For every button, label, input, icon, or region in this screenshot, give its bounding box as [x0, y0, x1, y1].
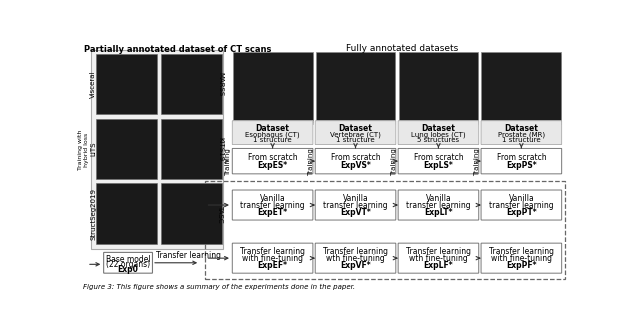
Text: Transfer learning: Transfer learning — [323, 247, 388, 256]
Text: Vanilla: Vanilla — [260, 193, 285, 203]
FancyBboxPatch shape — [398, 190, 479, 220]
FancyBboxPatch shape — [316, 243, 396, 273]
Bar — [401, 54, 478, 122]
Text: Fully annotated datasets: Fully annotated datasets — [346, 44, 458, 53]
Text: transfer learning: transfer learning — [489, 201, 554, 210]
Text: From scratch: From scratch — [331, 153, 380, 162]
Bar — [96, 54, 157, 114]
Text: 1 structure: 1 structure — [336, 137, 375, 143]
FancyBboxPatch shape — [398, 243, 479, 273]
Bar — [161, 184, 222, 243]
Bar — [486, 56, 561, 124]
Bar — [316, 52, 396, 119]
Text: ExpPS*: ExpPS* — [506, 161, 537, 170]
Bar — [399, 52, 478, 119]
Text: Partially annotated dataset of CT scans: Partially annotated dataset of CT scans — [84, 45, 271, 54]
FancyBboxPatch shape — [104, 252, 152, 273]
Text: ExpLF*: ExpLF* — [424, 261, 453, 270]
Text: Visceral: Visceral — [90, 70, 96, 98]
Bar — [91, 50, 223, 249]
Text: Exp0: Exp0 — [118, 265, 138, 274]
Text: ExpVT*: ExpVT* — [340, 208, 371, 217]
FancyBboxPatch shape — [316, 121, 396, 144]
FancyBboxPatch shape — [481, 190, 562, 220]
Text: Dataset: Dataset — [504, 123, 538, 133]
Text: Esophagus (CT): Esophagus (CT) — [245, 132, 300, 138]
Text: Training with
hybrid loss: Training with hybrid loss — [79, 129, 89, 170]
Bar — [484, 54, 561, 122]
Bar — [161, 119, 222, 179]
Text: ExpLT*: ExpLT* — [424, 208, 452, 217]
Text: Dataset: Dataset — [422, 123, 456, 133]
Text: From scratch: From scratch — [413, 153, 463, 162]
Text: KiTS19: KiTS19 — [217, 137, 223, 161]
Text: ExpPF*: ExpPF* — [506, 261, 536, 270]
Bar — [237, 56, 312, 124]
Text: Base model: Base model — [106, 255, 150, 264]
Text: ExpLS*: ExpLS* — [424, 161, 453, 170]
Text: 1 structure: 1 structure — [502, 137, 541, 143]
Text: with fine-tuning: with fine-tuning — [242, 254, 303, 263]
Bar — [205, 181, 565, 279]
Text: Training: Training — [474, 148, 480, 176]
Text: MARSS: MARSS — [217, 72, 223, 96]
Text: Lung lobes (CT): Lung lobes (CT) — [411, 132, 466, 138]
Text: Training: Training — [308, 148, 314, 176]
Text: with fine-tuning: with fine-tuning — [491, 254, 552, 263]
Text: StructSeg2019: StructSeg2019 — [90, 188, 96, 240]
Text: ExpVS*: ExpVS* — [340, 161, 371, 170]
Text: wth fine-tuning: wth fine-tuning — [409, 254, 468, 263]
Text: transfer learning: transfer learning — [323, 201, 388, 210]
Text: Figure 3: This figure shows a summary of the experiments done in the paper.: Figure 3: This figure shows a summary of… — [83, 284, 355, 290]
Text: ExpET*: ExpET* — [257, 208, 287, 217]
Text: TASC: TASC — [217, 205, 223, 222]
Bar — [161, 54, 222, 114]
Text: Vertebrae (CT): Vertebrae (CT) — [330, 132, 381, 138]
FancyBboxPatch shape — [398, 121, 479, 144]
Text: (22 organs): (22 organs) — [106, 260, 150, 269]
Bar — [318, 54, 396, 122]
Bar — [235, 54, 312, 122]
Text: 1 structure: 1 structure — [253, 137, 292, 143]
Text: ExpVF*: ExpVF* — [340, 261, 371, 270]
FancyBboxPatch shape — [232, 148, 313, 174]
Text: Training: Training — [391, 148, 397, 176]
Text: Vanilla: Vanilla — [509, 193, 534, 203]
FancyBboxPatch shape — [481, 148, 562, 174]
FancyBboxPatch shape — [481, 121, 562, 144]
Text: transfer learning: transfer learning — [240, 201, 305, 210]
Bar — [320, 56, 396, 124]
Bar — [96, 119, 157, 179]
Bar — [403, 56, 478, 124]
Text: Transfer learning: Transfer learning — [156, 251, 221, 261]
Text: Vanilla: Vanilla — [342, 193, 369, 203]
FancyBboxPatch shape — [232, 243, 313, 273]
Text: Transfer learning: Transfer learning — [406, 247, 471, 256]
Text: Training: Training — [225, 148, 231, 176]
Bar — [233, 52, 312, 119]
Text: transfer learning: transfer learning — [406, 201, 471, 210]
Text: ExpEF*: ExpEF* — [257, 261, 287, 270]
Text: ExpES*: ExpES* — [257, 161, 287, 170]
Bar — [481, 52, 561, 119]
Text: Dataset: Dataset — [255, 123, 289, 133]
FancyBboxPatch shape — [316, 148, 396, 174]
Text: ExpPT*: ExpPT* — [506, 208, 537, 217]
FancyBboxPatch shape — [316, 190, 396, 220]
Text: From scratch: From scratch — [248, 153, 298, 162]
Text: Prostate (MR): Prostate (MR) — [498, 132, 545, 138]
Text: wth fine-tuning: wth fine-tuning — [326, 254, 385, 263]
Text: Transfer learning: Transfer learning — [489, 247, 554, 256]
FancyBboxPatch shape — [232, 121, 313, 144]
Text: Transfer learning: Transfer learning — [240, 247, 305, 256]
Text: Dataset: Dataset — [339, 123, 372, 133]
FancyBboxPatch shape — [481, 243, 562, 273]
FancyBboxPatch shape — [398, 148, 479, 174]
Text: 5 structures: 5 structures — [417, 137, 460, 143]
Text: From scratch: From scratch — [497, 153, 546, 162]
Text: Vanilla: Vanilla — [426, 193, 451, 203]
FancyBboxPatch shape — [232, 190, 313, 220]
Bar — [96, 184, 157, 243]
Text: LiTS: LiTS — [90, 141, 96, 156]
